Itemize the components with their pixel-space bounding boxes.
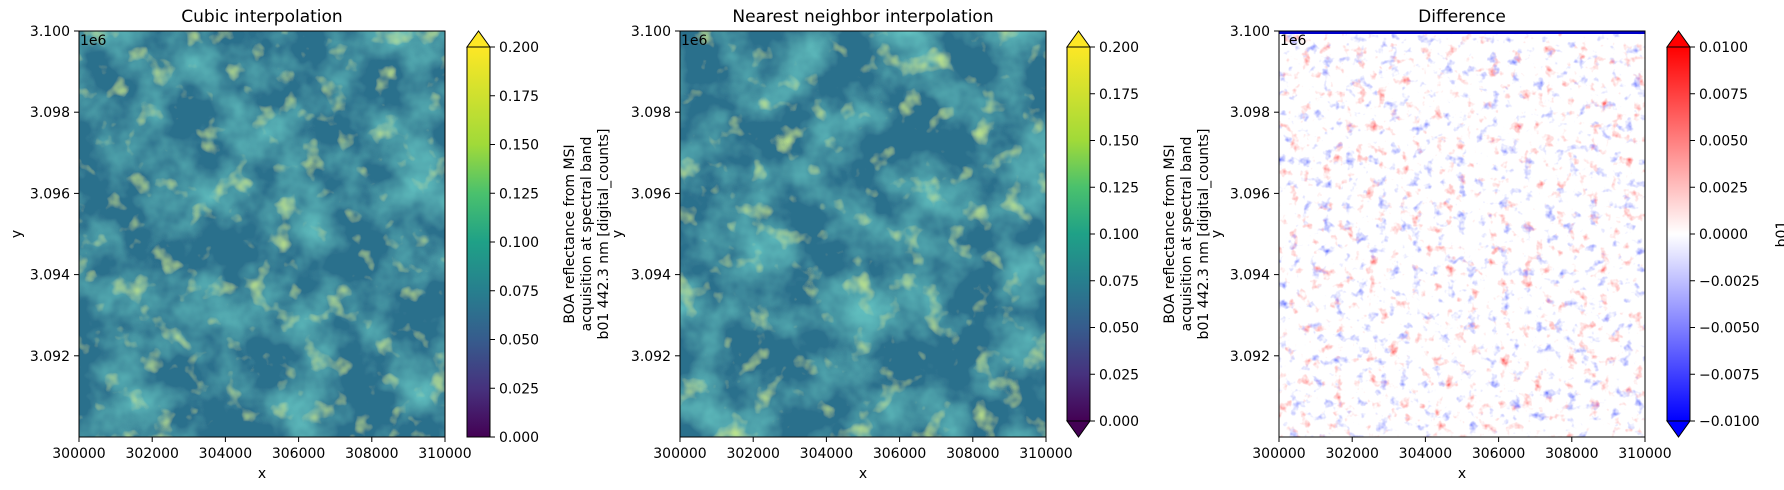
colorbar-tick-label: 0.125: [499, 186, 539, 202]
x-tick-label: 304000: [1399, 446, 1452, 462]
colorbar-tick-label: 0.025: [499, 381, 539, 397]
y-tick-label: 3.098: [1230, 105, 1270, 121]
colorbar-tick-label: 0.000: [499, 430, 539, 446]
colorbar-tick-label: 0.200: [499, 40, 539, 56]
colorbar-tick-label: 0.0025: [1699, 180, 1748, 196]
colorbar-tick-label: 0.175: [1099, 87, 1139, 103]
axes-frame: [1278, 30, 1646, 438]
x-tick-label: 310000: [1618, 446, 1671, 462]
colorbar-tick-label: −0.0025: [1699, 274, 1760, 290]
x-tick-label: 306000: [873, 446, 926, 462]
axis-offset-label: 1e6: [681, 33, 708, 49]
x-axis-label: x: [859, 466, 867, 482]
heatmap-image: [79, 31, 445, 437]
y-tick-label: 3.098: [30, 105, 70, 121]
subplot-1: Cubic interpolation 300000 302000 304000 306…: [9, 7, 612, 482]
x-tick-label: 308000: [1545, 446, 1598, 462]
x-tick-label: 308000: [345, 446, 398, 462]
edge-strip: [1279, 31, 1645, 34]
colorbar-tick-label: 0.0000: [1699, 227, 1748, 243]
subplot-3: Difference 300000 302000 304000 306000 308000…: [1209, 7, 1784, 482]
colorbar-tick-label: −0.0075: [1699, 367, 1760, 383]
x-tick-label: 302000: [125, 446, 178, 462]
x-tick-label: 302000: [726, 446, 779, 462]
x-tick-label: 300000: [653, 446, 706, 462]
y-tick-label: 3.100: [30, 24, 70, 40]
colorbar-extend-max: [1666, 30, 1691, 48]
colorbar-tick-label: −0.0050: [1699, 321, 1760, 337]
heatmap-image: [680, 31, 1046, 437]
colorbar-tick-label: 0.175: [499, 89, 539, 105]
colorbar-extend-min: [1666, 420, 1691, 438]
y-axis-label: y: [1209, 230, 1225, 238]
plot-title: Nearest neighbor interpolation: [732, 7, 993, 27]
x-tick-label: 306000: [1472, 446, 1525, 462]
y-tick-label: 3.092: [1230, 349, 1270, 365]
x-tick-label: 302000: [1325, 446, 1378, 462]
colorbar: [1666, 46, 1691, 422]
y-tick-label: 3.092: [30, 349, 70, 365]
colorbar-tick-label: 0.150: [1099, 134, 1139, 150]
x-tick-label: 304000: [800, 446, 853, 462]
y-tick-label: 3.096: [631, 186, 671, 202]
y-tick-label: 3.100: [1230, 24, 1270, 40]
colorbar-tick-label: 0.100: [1099, 227, 1139, 243]
colorbar-tick-label: 0.000: [1099, 414, 1139, 430]
plot-title: Difference: [1418, 7, 1506, 27]
y-tick-label: 3.100: [631, 24, 671, 40]
colorbar-tick-label: 0.075: [1099, 274, 1139, 290]
colorbar-label: acquisition at spectral band: [579, 137, 595, 332]
colorbar-label: b01 442.3 nm [digital_counts]: [596, 129, 612, 340]
y-tick-label: 3.094: [30, 268, 70, 284]
axis-offset-label: 1e6: [80, 33, 107, 49]
colorbar: [1066, 46, 1091, 422]
colorbar-tick-label: 0.100: [499, 235, 539, 251]
colorbar-tick-label: 0.0075: [1699, 87, 1748, 103]
x-axis-label: x: [1458, 466, 1466, 482]
heatmap-image: [1279, 31, 1645, 437]
colorbar-tick-label: 0.050: [499, 333, 539, 349]
colorbar-extend-max: [1066, 30, 1091, 48]
colorbar-label: b01 442.3 nm [digital_counts]: [1196, 129, 1212, 340]
x-tick-label: 300000: [52, 446, 105, 462]
colorbar-extend-min: [1066, 420, 1091, 438]
plot-title: Cubic interpolation: [181, 7, 342, 27]
y-tick-label: 3.094: [631, 268, 671, 284]
x-tick-label: 306000: [272, 446, 325, 462]
colorbar-label: BOA reflectance from MSI: [562, 144, 578, 323]
colorbar-label: BOA reflectance from MSI: [1162, 144, 1178, 323]
axes-frame: [78, 30, 446, 438]
y-tick-label: 3.098: [631, 105, 671, 121]
x-tick-label: 308000: [946, 446, 999, 462]
axes-frame: [679, 30, 1047, 438]
colorbar-tick-label: 0.200: [1099, 40, 1139, 56]
colorbar: [466, 46, 491, 438]
axis-offset-label: 1e6: [1280, 33, 1307, 49]
colorbar-tick-label: 0.150: [499, 138, 539, 154]
colorbar-tick-label: 0.125: [1099, 180, 1139, 196]
colorbar-extend-max: [466, 30, 491, 48]
colorbar-tick-label: 0.0100: [1699, 40, 1748, 56]
x-tick-label: 304000: [199, 446, 252, 462]
y-tick-label: 3.092: [631, 349, 671, 365]
colorbar-label: acquisition at spectral band: [1179, 137, 1195, 332]
colorbar-tick-label: 0.0050: [1699, 134, 1748, 150]
y-axis-label: y: [610, 230, 626, 238]
x-tick-label: 310000: [1019, 446, 1072, 462]
colorbar-tick-label: 0.050: [1099, 321, 1139, 337]
x-axis-label: x: [258, 466, 266, 482]
y-tick-label: 3.094: [1230, 268, 1270, 284]
subplot-2: Nearest neighbor interpolation 300000 3020…: [610, 7, 1212, 482]
y-tick-label: 3.096: [30, 186, 70, 202]
y-tick-label: 3.096: [1230, 186, 1270, 202]
colorbar-tick-label: −0.0100: [1699, 414, 1760, 430]
colorbar-tick-label: 0.075: [499, 284, 539, 300]
colorbar-tick-label: 0.025: [1099, 367, 1139, 383]
x-tick-label: 310000: [418, 446, 471, 462]
colorbar-label: b01: [1774, 221, 1784, 248]
x-tick-label: 300000: [1252, 446, 1305, 462]
y-axis-label: y: [9, 230, 25, 238]
